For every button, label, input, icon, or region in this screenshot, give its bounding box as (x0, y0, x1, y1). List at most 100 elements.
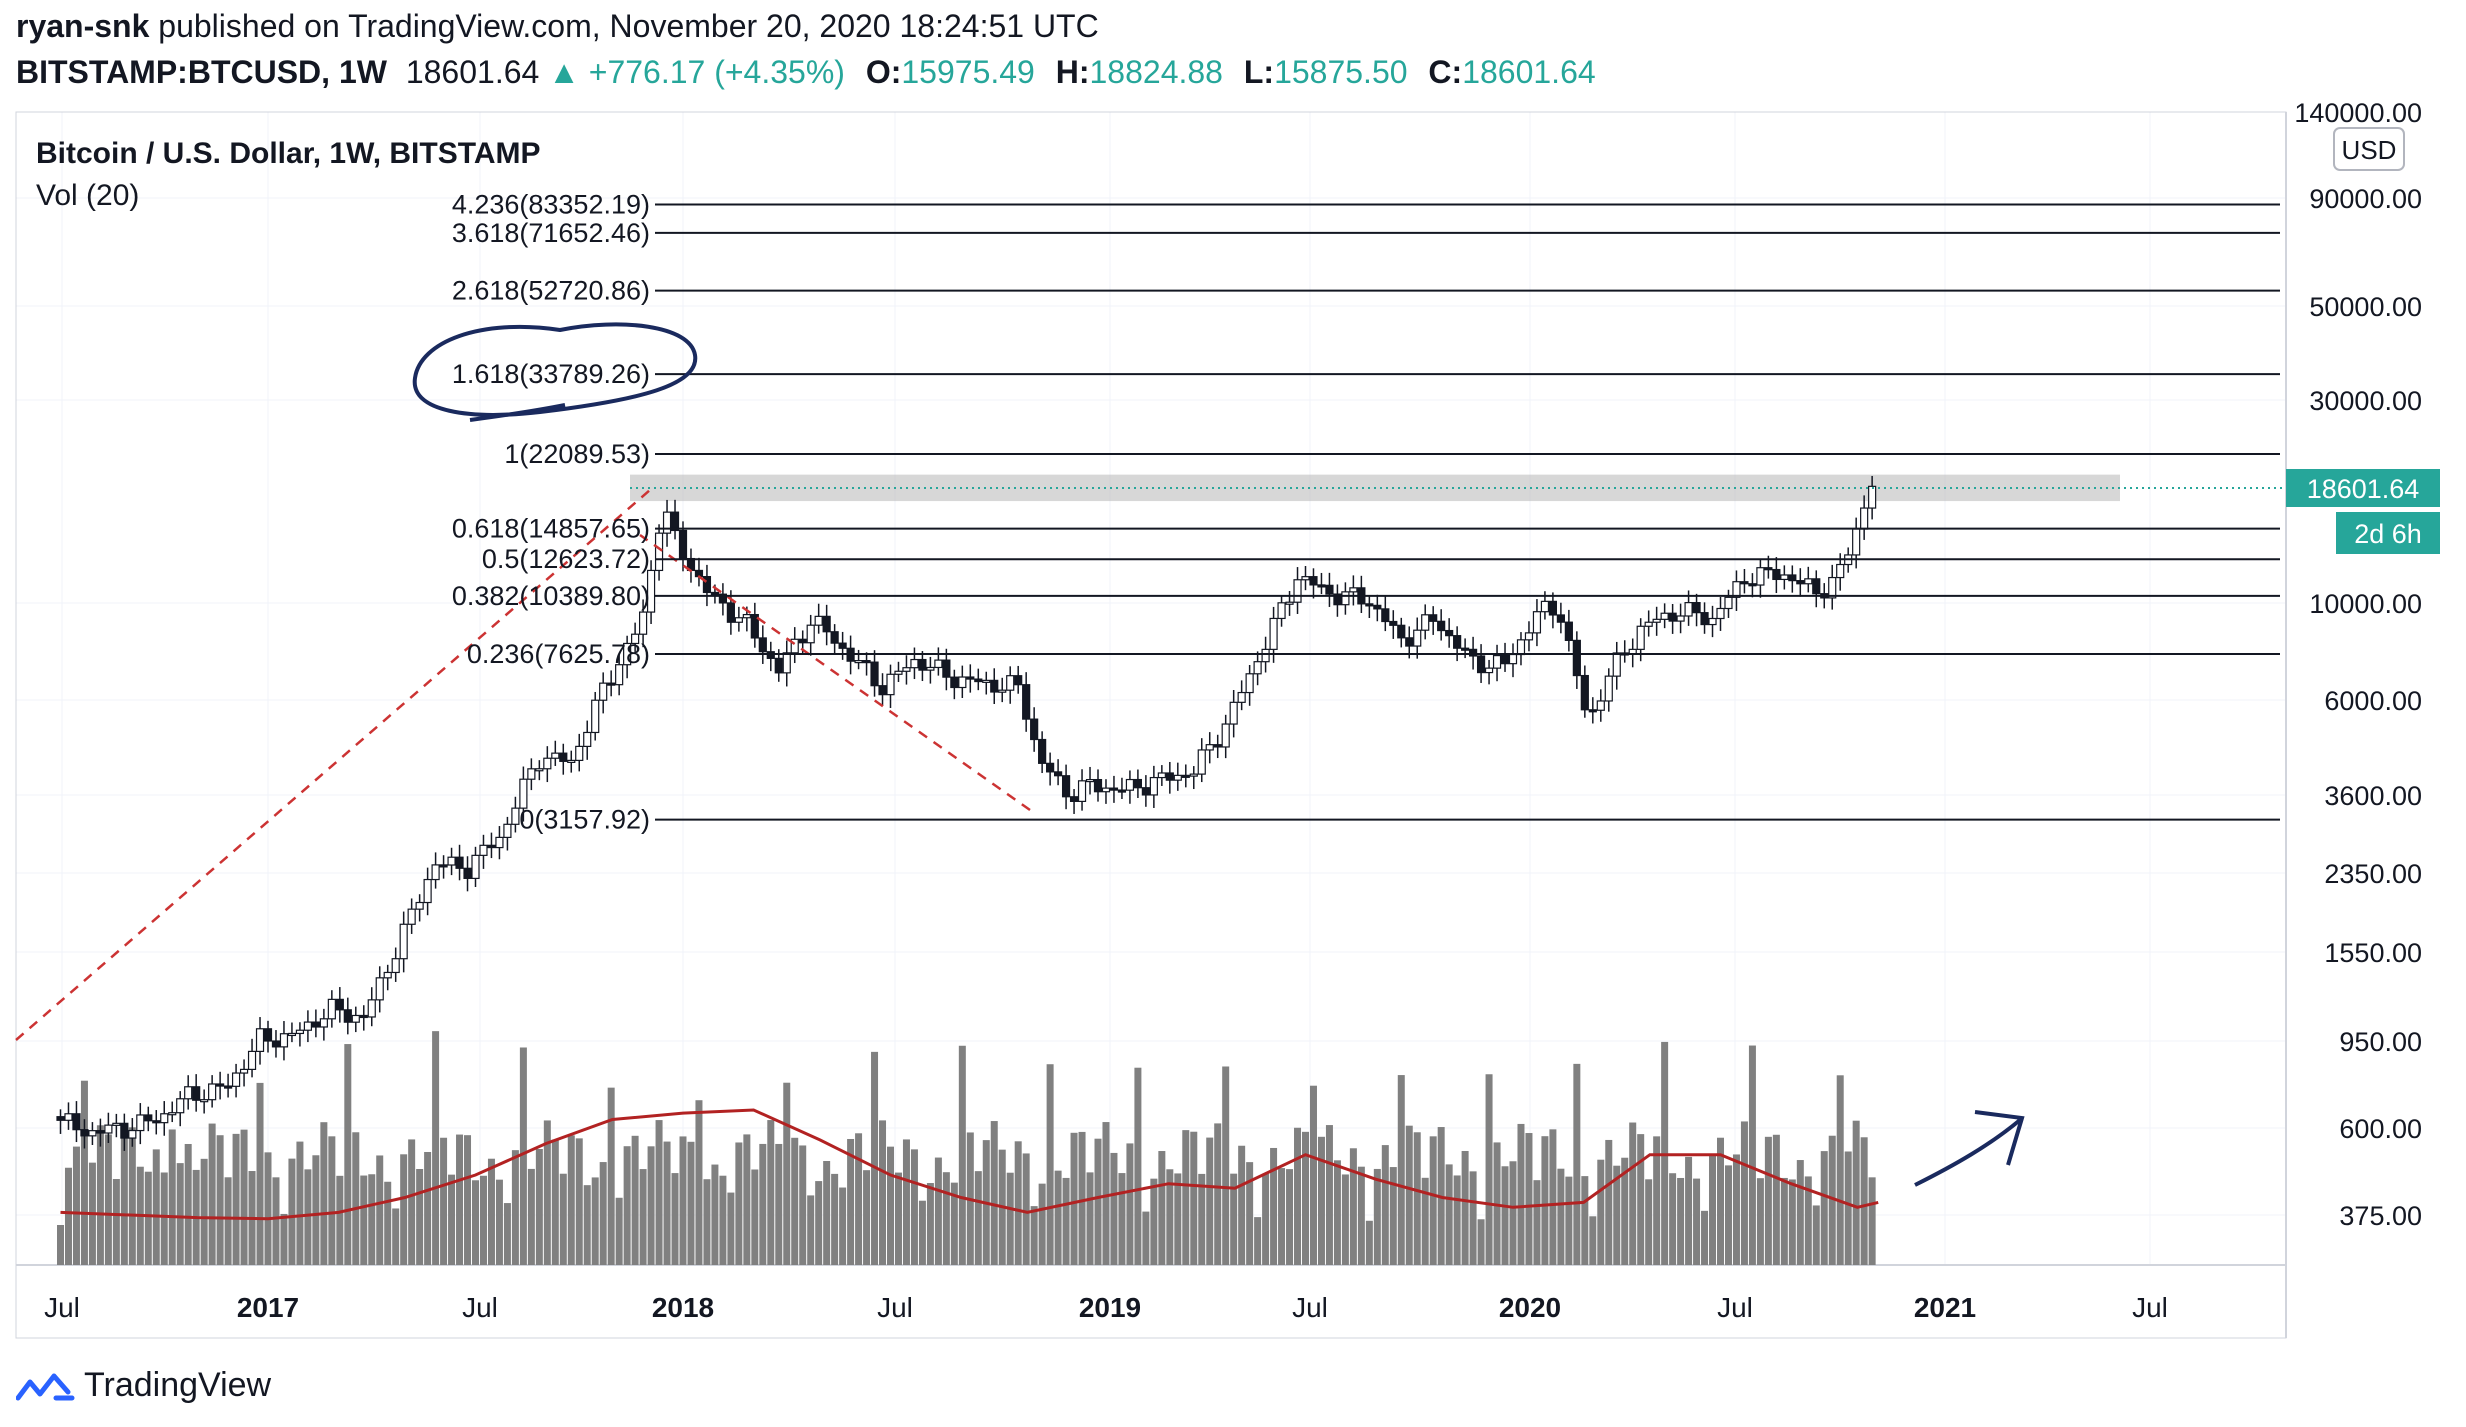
volume-bar (328, 1136, 336, 1265)
chart-title: Bitcoin / U.S. Dollar, 1W, BITSTAMP (36, 137, 541, 170)
tradingview-logo[interactable]: TradingView (15, 1366, 271, 1405)
symbol-info-bar: BITSTAMP:BTCUSD, 1W 18601.64 ▲ +776.17 (… (16, 54, 1596, 91)
candle-up (527, 768, 536, 780)
last-price-value: 18601.64 (405, 54, 540, 90)
volume-bar (567, 1135, 575, 1265)
volume-bar (160, 1172, 168, 1265)
fib-level-label: 1(22089.53) (504, 439, 650, 469)
volume-bar (408, 1139, 416, 1265)
candle-down (1500, 654, 1510, 665)
candle-down (311, 1021, 320, 1028)
volume-bar (57, 1225, 64, 1265)
volume-bar (144, 1171, 152, 1265)
volume-bar (807, 1195, 815, 1265)
volume-bar (456, 1134, 464, 1265)
volume-bar (934, 1157, 942, 1265)
volume-bar (1565, 1176, 1573, 1265)
candle-down (1548, 600, 1558, 616)
price-tick-label: 600.00 (2339, 1114, 2422, 1144)
low-value: 15875.50 (1274, 54, 1408, 90)
volume-bar (1629, 1122, 1637, 1265)
candle-up (623, 642, 632, 666)
volume-bar (1812, 1205, 1820, 1265)
candle-up (287, 1032, 297, 1037)
time-tick-label: Jul (1292, 1292, 1328, 1323)
volume-bar (216, 1135, 224, 1265)
candle-down (1812, 578, 1821, 595)
volume-bar (1278, 1168, 1286, 1265)
candle-down (359, 1014, 368, 1019)
volume-bar (495, 1179, 503, 1265)
candle-down (1700, 612, 1709, 626)
candle-down (1061, 775, 1071, 798)
candle-up (1421, 614, 1430, 631)
volume-ma-line (60, 1108, 1879, 1221)
volume-bar (1150, 1178, 1158, 1265)
candle-up (790, 638, 799, 654)
volume-bar (527, 1168, 535, 1265)
volume-bar (1780, 1177, 1788, 1265)
candle-down (343, 1009, 352, 1023)
chart-grid (16, 111, 2286, 1265)
last-price-badge (2286, 469, 2440, 507)
volume-bar (1685, 1156, 1693, 1265)
volume-bar (112, 1179, 120, 1265)
volume-bar (1485, 1074, 1493, 1265)
currency-badge[interactable] (2333, 127, 2405, 171)
hand-drawn-circle-annotation[interactable] (412, 322, 698, 417)
candle-down (718, 593, 728, 604)
candle-down (439, 864, 448, 868)
candle-down (559, 752, 568, 762)
volume-bar (599, 1162, 607, 1265)
symbol-label[interactable]: BITSTAMP:BTCUSD, 1W (16, 54, 387, 90)
fibonacci-extension[interactable]: 4.236(83352.19)3.618(71652.46) 2.618(5272… (452, 189, 2280, 835)
volume-bar (128, 1127, 136, 1265)
fib-trend-line-down[interactable] (639, 533, 1031, 812)
volume-bar (1724, 1165, 1732, 1265)
volume-bar (1445, 1164, 1453, 1265)
candle-down (1109, 787, 1119, 791)
volume-bar (1333, 1160, 1341, 1265)
time-tick-label: 2021 (1914, 1292, 1976, 1323)
volume-bar (104, 1134, 112, 1265)
volume-indicator-label[interactable]: Vol (20) (36, 179, 139, 212)
candle-up (176, 1098, 185, 1114)
candle-down (670, 511, 680, 532)
hand-drawn-arrow-head[interactable] (1974, 1110, 2025, 1166)
publish-info: ryan-snk published on TradingView.com, N… (16, 8, 1099, 45)
volume-bar (1365, 1220, 1373, 1265)
volume-bar (1429, 1136, 1437, 1265)
candle-up (654, 532, 664, 572)
candle-up (1612, 652, 1621, 677)
volume-bar (1517, 1123, 1525, 1265)
fib-level-label: 0(3157.92) (519, 805, 650, 835)
author-name[interactable]: ryan-snk (16, 8, 150, 44)
candle-up (351, 1014, 360, 1023)
fib-level-label: 2.618(52720.86) (452, 276, 650, 306)
candle-up (1125, 778, 1135, 791)
candle-up (742, 613, 751, 619)
volume-bar (1262, 1173, 1270, 1265)
candle-down (1389, 620, 1398, 626)
candle-up (998, 689, 1007, 693)
volume-bar (751, 1169, 759, 1265)
candle-up (519, 778, 528, 809)
volume-bar (392, 1208, 400, 1265)
volume-bar (974, 1171, 982, 1265)
candle-up (104, 1124, 113, 1134)
hand-drawn-arrow-annotation[interactable] (1914, 1118, 2022, 1187)
hand-drawn-underline-annotation[interactable] (469, 403, 566, 422)
volume-bar (208, 1123, 216, 1265)
candle-down (1381, 608, 1390, 623)
volume-bar (1094, 1138, 1102, 1265)
candle-down (750, 613, 759, 639)
candle-down (1213, 744, 1222, 748)
candle-up (407, 908, 416, 925)
volume-bar (1645, 1179, 1653, 1265)
volume-bar (1421, 1177, 1429, 1265)
candle-up (1716, 607, 1725, 620)
fib-trend-line-up[interactable] (15, 489, 651, 1041)
candle-down (1668, 612, 1677, 622)
time-tick-label: Jul (877, 1292, 913, 1323)
